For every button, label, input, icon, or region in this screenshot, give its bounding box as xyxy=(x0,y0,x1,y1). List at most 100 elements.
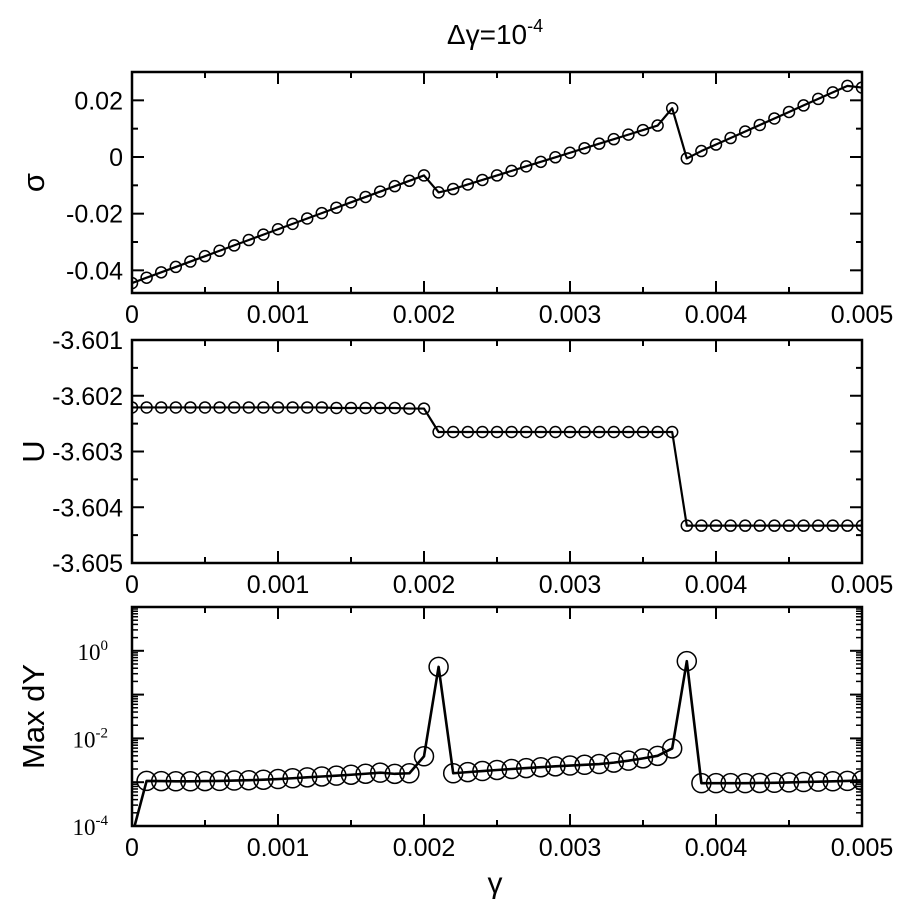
sigma-data-point xyxy=(373,185,387,198)
sigma-data-point xyxy=(140,271,153,284)
sigma-data-point xyxy=(184,255,197,268)
energy-data-point xyxy=(534,425,548,439)
sigma-data-point xyxy=(169,260,183,274)
sigma-data-point xyxy=(213,244,226,258)
max-dy-x-tick-label: 0 xyxy=(125,834,139,862)
energy-data-point xyxy=(213,401,226,414)
max-dy-data-point xyxy=(632,748,654,769)
sigma-data-point xyxy=(505,164,518,178)
energy-data-point xyxy=(476,425,489,439)
max-dy-y-tick-label: 10-4 xyxy=(73,813,109,840)
sigma-data-point xyxy=(359,190,372,204)
sigma-data-point xyxy=(695,144,708,158)
max-dy-data-point xyxy=(209,770,230,792)
sigma-data-point xyxy=(242,233,256,247)
max-dy-data-point xyxy=(574,754,595,776)
sigma-data-point xyxy=(607,132,621,146)
sigma-x-tick-label: 0.001 xyxy=(247,301,310,329)
max-dy-data-point xyxy=(223,770,245,791)
energy-data-point xyxy=(519,425,533,439)
energy-data-point xyxy=(242,401,256,414)
max-dy-x-tick-label: 0.004 xyxy=(685,834,748,862)
energy-data-point xyxy=(388,401,402,415)
energy-data-point xyxy=(198,401,212,414)
sigma-data-point xyxy=(432,186,445,199)
sigma-data-point xyxy=(622,128,635,141)
sigma-data-point xyxy=(388,179,402,193)
energy-data-point xyxy=(227,401,241,414)
sigma-data-point xyxy=(855,81,862,94)
sigma-data-point xyxy=(257,228,270,241)
energy-data-point xyxy=(154,401,168,414)
max-dy-data-point xyxy=(676,650,698,672)
max-dy-data-point xyxy=(136,770,157,792)
energy-y-tick-label: -3.605 xyxy=(52,550,123,578)
energy-data-point xyxy=(855,519,862,532)
max-dy-data-point xyxy=(180,771,201,792)
energy-data-point xyxy=(330,401,343,415)
energy-data-point xyxy=(490,425,504,439)
sigma-data-point xyxy=(344,196,358,209)
sigma-data-point xyxy=(271,223,285,236)
energy-data-point xyxy=(549,425,562,439)
max-dy-data-point xyxy=(588,753,610,775)
energy-data-point xyxy=(578,425,591,439)
sigma-y-tick-label: -0.02 xyxy=(66,201,123,229)
sigma-x-tick-label: 0.002 xyxy=(393,301,456,329)
energy-data-point xyxy=(841,519,854,532)
max-dy-data-point xyxy=(165,771,187,792)
max-dy-data-point xyxy=(326,765,347,786)
energy-data-point xyxy=(709,519,723,532)
energy-series xyxy=(132,401,862,532)
energy-data-point xyxy=(271,401,285,414)
energy-data-point xyxy=(622,425,635,439)
energy-data-point xyxy=(461,425,475,439)
x-axis-label: γ xyxy=(488,867,503,900)
max-dy-data-point xyxy=(238,769,260,791)
sigma-data-point xyxy=(446,182,460,196)
figure-title: Δγ=10-4 xyxy=(447,16,543,50)
energy-data-point xyxy=(665,425,679,439)
max-dy-data-point xyxy=(194,770,216,792)
max-dy-data-point xyxy=(486,759,508,781)
max-dy-data-point xyxy=(457,761,479,783)
energy-data-point xyxy=(695,519,708,532)
energy-data-point xyxy=(753,519,767,532)
energy-x-tick-label: 0.004 xyxy=(685,571,748,599)
energy-data-point xyxy=(563,425,577,439)
sigma-data-point xyxy=(709,138,723,151)
max-dy-data-point xyxy=(764,772,785,794)
sigma-data-point xyxy=(315,206,329,220)
sigma-data-point xyxy=(227,239,241,252)
sigma-data-point xyxy=(403,174,416,188)
max-dy-data-point xyxy=(603,752,625,773)
max-dy-data-point xyxy=(618,750,639,771)
max-dy-data-point xyxy=(661,738,683,759)
energy-y-tick-label: -3.601 xyxy=(52,327,123,355)
max-dy-data-point xyxy=(851,770,862,791)
energy-data-point xyxy=(344,401,358,415)
sigma-data-point xyxy=(476,173,489,187)
energy-data-point xyxy=(132,401,139,414)
max-dy-data-point xyxy=(691,772,712,794)
sigma-data-point xyxy=(300,212,314,225)
max-dy-panel: 0 0.001 0.002 0.003 0.004 0.00510-410-2100Max… xyxy=(16,605,893,862)
energy-x-tick-label: 0.002 xyxy=(393,571,456,599)
max-dy-plot-frame xyxy=(130,605,864,828)
energy-data-point xyxy=(432,425,445,439)
energy-data-point xyxy=(417,402,431,415)
energy-y-tick-label: -3.604 xyxy=(52,494,123,522)
sigma-data-point xyxy=(563,146,577,159)
sigma-data-point xyxy=(330,201,343,214)
sigma-x-tick-label: 0.004 xyxy=(685,301,748,329)
max-dy-data-point xyxy=(515,757,537,779)
sigma-data-point xyxy=(797,99,810,112)
energy-data-point xyxy=(826,519,840,532)
sigma-x-tick-label: 0.005 xyxy=(831,301,894,329)
sigma-data-point xyxy=(665,102,679,115)
sigma-data-point xyxy=(519,160,533,173)
sigma-y-tick-label: -0.04 xyxy=(66,257,123,285)
max-dy-data-point xyxy=(778,772,800,793)
energy-plot-frame xyxy=(130,338,864,565)
energy-data-point xyxy=(797,519,810,532)
